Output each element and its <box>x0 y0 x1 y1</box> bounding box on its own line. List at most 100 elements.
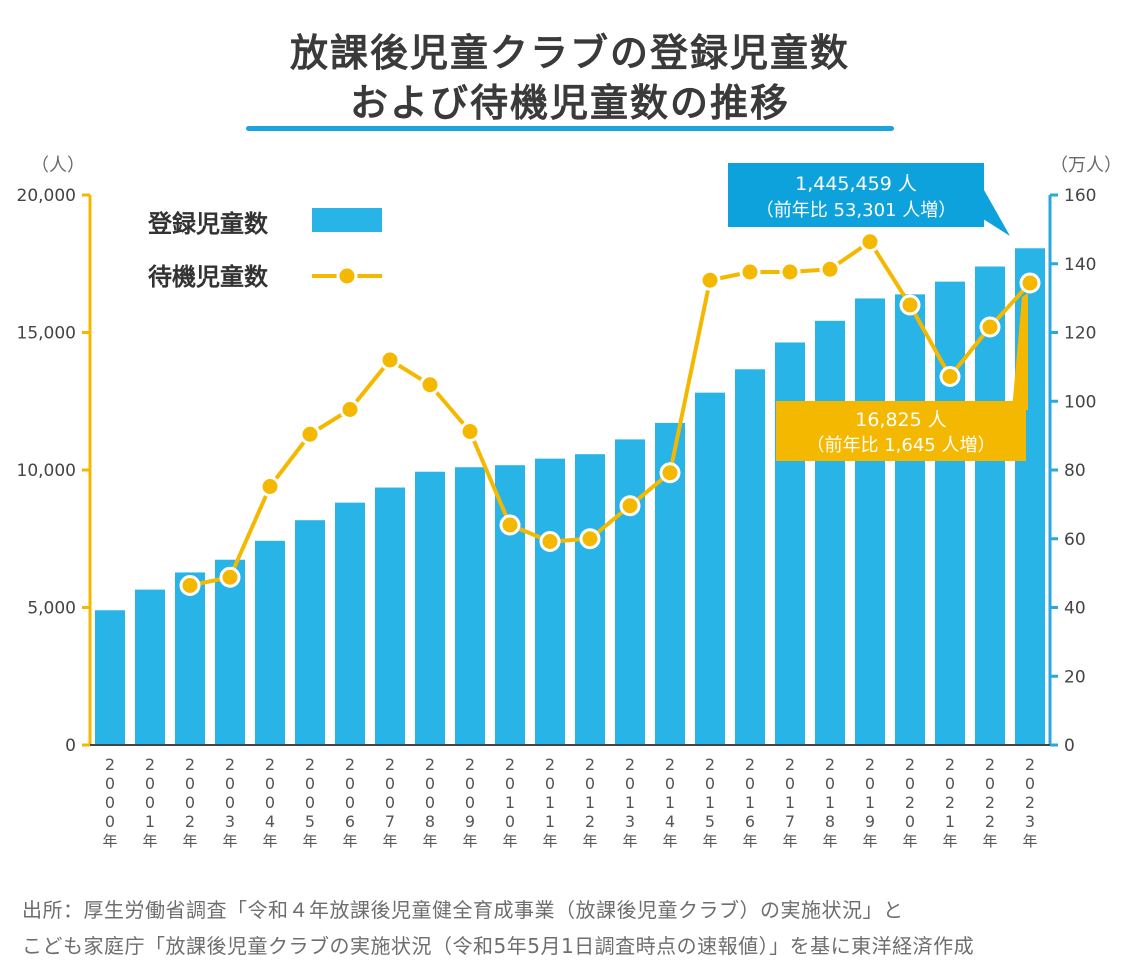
bar-2019 <box>855 298 885 745</box>
x-tick-char: 1 <box>625 793 635 812</box>
x-tick-char: 2 <box>225 755 235 774</box>
x-tick-char: 3 <box>1025 812 1035 831</box>
x-tick-char: 2 <box>185 812 195 831</box>
point-2012 <box>579 528 601 550</box>
x-tick-suffix: 年 <box>662 832 677 850</box>
x-tick-char: 2 <box>665 755 675 774</box>
point-2005 <box>299 423 321 445</box>
x-tick-char: 0 <box>465 774 475 793</box>
x-tick-char: 1 <box>945 812 955 831</box>
x-tick-char: 0 <box>345 793 355 812</box>
x-tick-char: 1 <box>545 793 555 812</box>
bar-2003 <box>215 559 245 745</box>
bar-2007 <box>375 487 405 745</box>
chart: （人）05,00010,00015,00020,000（万人）020406080… <box>17 155 1122 850</box>
x-tick-char: 1 <box>825 793 835 812</box>
x-tick-char: 0 <box>865 774 875 793</box>
bar-2006 <box>335 502 365 745</box>
annotation-waiting-line1: 16,825 人 <box>855 409 947 431</box>
x-tick-char: 2 <box>265 755 275 774</box>
left-tick-label: 5,000 <box>27 599 76 619</box>
waiting-line <box>189 239 1032 588</box>
x-tick-char: 0 <box>545 774 555 793</box>
x-tick-char: 6 <box>745 812 755 831</box>
x-tick-char: 2 <box>425 755 435 774</box>
x-tick-suffix: 年 <box>222 832 237 850</box>
point-2013 <box>619 495 641 517</box>
point-2016 <box>739 261 761 283</box>
x-tick-suffix: 年 <box>862 832 877 850</box>
legend-marker-waiting <box>336 265 358 287</box>
annotation-pointer-registered <box>972 190 1010 236</box>
x-tick-char: 2 <box>945 755 955 774</box>
right-tick-label: 0 <box>1064 736 1075 756</box>
point-2003 <box>219 566 241 588</box>
x-tick-suffix: 年 <box>622 832 637 850</box>
x-tick-char: 0 <box>905 774 915 793</box>
x-tick-char: 8 <box>825 812 835 831</box>
x-tick-char: 7 <box>385 812 395 831</box>
x-tick-char: 0 <box>425 793 435 812</box>
axes: （人） 0 5,000 10,000 15,000 20,000 （万人） 0 20 40 60 80… <box>17 155 1122 756</box>
x-tick-char: 2 <box>705 755 715 774</box>
right-tick-label: 160 <box>1064 186 1096 206</box>
x-tick-suffix: 年 <box>262 832 277 850</box>
x-tick-char: 2 <box>585 755 595 774</box>
bar-2015 <box>695 392 725 745</box>
left-tick-label: 20,000 <box>17 186 76 206</box>
x-tick-char: 0 <box>665 774 675 793</box>
x-tick-char: 1 <box>505 793 515 812</box>
x-tick-char: 4 <box>665 812 675 831</box>
x-tick-char: 9 <box>865 812 875 831</box>
bar-2010 <box>495 465 525 745</box>
point-2002 <box>179 575 201 596</box>
x-tick-char: 1 <box>585 793 595 812</box>
x-tick-char: 5 <box>305 812 315 831</box>
x-tick-char: 0 <box>225 774 235 793</box>
right-tick-label: 40 <box>1064 599 1086 619</box>
bar-2011 <box>535 458 565 745</box>
x-tick-char: 2 <box>465 755 475 774</box>
x-tick-char: 2 <box>145 755 155 774</box>
x-tick-char: 0 <box>625 774 635 793</box>
x-tick-char: 0 <box>1025 774 1035 793</box>
annotation-box-registered <box>728 163 984 227</box>
x-tick-char: 1 <box>145 812 155 831</box>
x-tick-char: 2 <box>745 755 755 774</box>
x-tick-suffix: 年 <box>182 832 197 850</box>
x-tick-char: 2 <box>985 755 995 774</box>
bar-2008 <box>415 471 445 745</box>
chart-title-line-2: および待機児童数の推移 <box>349 81 790 125</box>
x-tick-char: 0 <box>785 774 795 793</box>
x-tick-suffix: 年 <box>982 832 997 850</box>
x-tick-suffix: 年 <box>462 832 477 850</box>
right-tick-label: 120 <box>1064 324 1096 344</box>
x-tick-char: 0 <box>505 812 515 831</box>
x-tick-suffix: 年 <box>502 832 517 850</box>
point-2020 <box>899 294 921 316</box>
x-tick-suffix: 年 <box>942 832 957 850</box>
x-tick-char: 2 <box>345 755 355 774</box>
right-tick-label: 100 <box>1064 392 1096 412</box>
annotation-registered-line2: （前年比 53,301 人増） <box>756 200 956 221</box>
point-2022 <box>979 316 1001 338</box>
bar-2020 <box>895 294 925 745</box>
point-2023 <box>1019 272 1041 294</box>
x-tick-char: 0 <box>345 774 355 793</box>
x-tick-suffix: 年 <box>822 832 837 850</box>
bar-series-registered <box>95 248 1045 745</box>
point-2008 <box>419 374 441 396</box>
point-2010 <box>499 514 521 536</box>
x-tick-char: 2 <box>985 812 995 831</box>
